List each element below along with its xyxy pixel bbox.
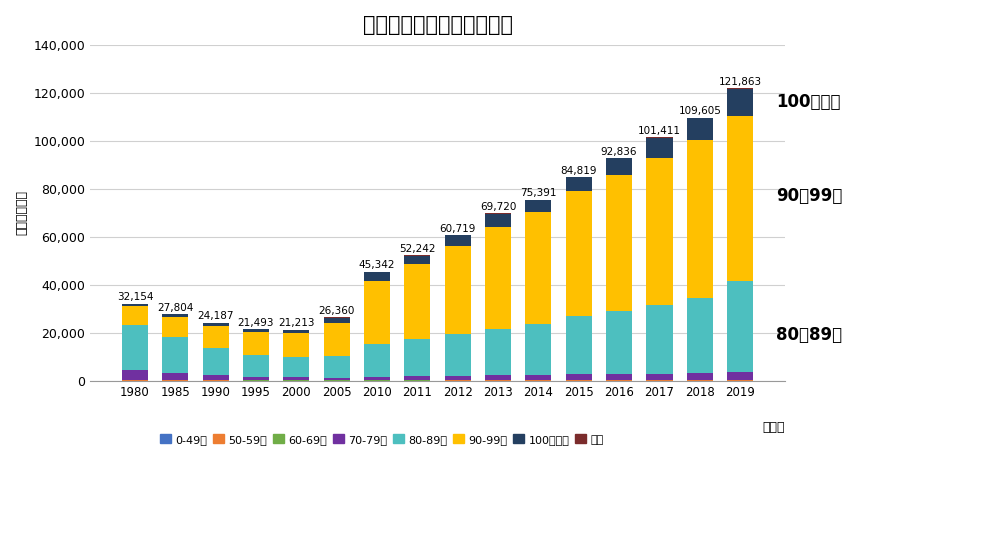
Bar [203, 323, 229, 326]
Bar [363, 281, 390, 344]
Bar [727, 281, 754, 372]
Bar [284, 330, 309, 333]
Text: 60,719: 60,719 [439, 224, 476, 233]
Bar [606, 175, 632, 311]
Bar [284, 333, 309, 357]
Bar [404, 339, 430, 376]
Bar [485, 375, 511, 380]
Text: 84,819: 84,819 [560, 166, 597, 176]
Bar [444, 246, 471, 334]
Bar [163, 314, 188, 317]
Legend: 0-49歳, 50-59歳, 60-69歳, 70-79歳, 80-89歳, 90-99歳, 100歳以上, 不詳: 0-49歳, 50-59歳, 60-69歳, 70-79歳, 80-89歳, 9… [156, 430, 609, 449]
Text: 24,187: 24,187 [197, 311, 233, 321]
Bar [565, 374, 592, 380]
Text: 80－89歳: 80－89歳 [776, 326, 842, 344]
Bar [444, 235, 471, 246]
Bar [525, 200, 552, 211]
Bar [243, 376, 269, 380]
Bar [163, 373, 188, 380]
Bar [363, 344, 390, 376]
Bar [163, 336, 188, 373]
Bar [284, 357, 309, 378]
Bar [565, 192, 592, 316]
Bar [687, 140, 713, 297]
Bar [606, 158, 632, 175]
Text: （年）: （年） [762, 421, 785, 434]
Text: 90－99歳: 90－99歳 [776, 187, 843, 205]
Bar [203, 375, 229, 380]
Text: 101,411: 101,411 [638, 126, 681, 136]
Bar [606, 374, 632, 380]
Bar [323, 318, 350, 323]
Bar [485, 328, 511, 375]
Bar [363, 272, 390, 281]
Text: 26,360: 26,360 [318, 306, 355, 316]
Bar [687, 297, 713, 373]
Bar [565, 177, 592, 192]
Title: 年齢別の老衰死人数の推移: 年齢別の老衰死人数の推移 [362, 15, 512, 35]
Bar [727, 116, 754, 281]
Bar [646, 158, 673, 305]
Bar [203, 348, 229, 375]
Text: 32,154: 32,154 [116, 292, 154, 302]
Text: 75,391: 75,391 [520, 189, 557, 199]
Text: 121,863: 121,863 [718, 77, 761, 87]
Bar [122, 304, 148, 306]
Bar [525, 324, 552, 375]
Bar [323, 378, 350, 380]
Text: 21,213: 21,213 [278, 318, 314, 328]
Bar [122, 370, 148, 380]
Bar [203, 326, 229, 348]
Y-axis label: 死亡数（人）: 死亡数（人） [15, 190, 28, 235]
Bar [687, 118, 713, 140]
Bar [363, 376, 390, 380]
Bar [727, 372, 754, 380]
Bar [323, 323, 350, 356]
Text: 27,804: 27,804 [158, 303, 193, 312]
Text: 92,836: 92,836 [601, 146, 637, 156]
Text: 21,493: 21,493 [237, 318, 274, 328]
Bar [525, 375, 552, 380]
Bar [404, 256, 430, 264]
Bar [687, 373, 713, 380]
Bar [323, 356, 350, 378]
Text: 45,342: 45,342 [359, 261, 395, 271]
Bar [122, 325, 148, 370]
Bar [646, 374, 673, 380]
Text: 52,242: 52,242 [399, 244, 435, 254]
Text: 69,720: 69,720 [480, 202, 516, 212]
Bar [485, 214, 511, 226]
Bar [444, 334, 471, 376]
Bar [404, 376, 430, 380]
Bar [565, 316, 592, 374]
Bar [646, 305, 673, 374]
Bar [122, 306, 148, 325]
Text: 100歳以上: 100歳以上 [776, 93, 841, 112]
Bar [243, 332, 269, 355]
Bar [404, 264, 430, 339]
Bar [243, 355, 269, 376]
Bar [243, 329, 269, 332]
Bar [525, 211, 552, 324]
Bar [444, 376, 471, 380]
Bar [485, 226, 511, 328]
Bar [163, 317, 188, 336]
Bar [606, 311, 632, 374]
Bar [284, 378, 309, 380]
Bar [646, 138, 673, 158]
Bar [727, 89, 754, 116]
Text: 109,605: 109,605 [679, 106, 721, 116]
